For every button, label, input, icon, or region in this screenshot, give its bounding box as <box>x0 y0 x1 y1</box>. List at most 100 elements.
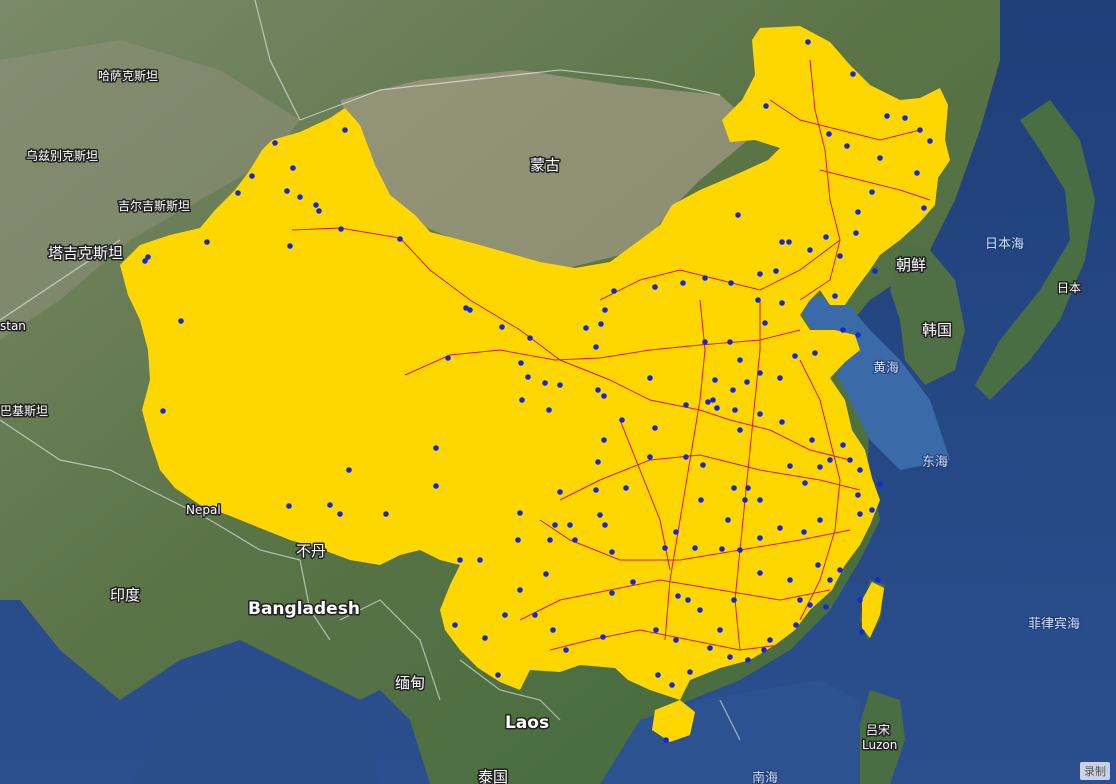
city-point[interactable] <box>705 399 711 405</box>
city-point[interactable] <box>793 622 799 628</box>
city-point[interactable] <box>832 293 838 299</box>
city-point[interactable] <box>532 612 538 618</box>
city-point[interactable] <box>853 230 859 236</box>
city-point[interactable] <box>467 307 473 313</box>
city-point[interactable] <box>850 71 856 77</box>
city-point[interactable] <box>652 284 658 290</box>
city-point[interactable] <box>595 459 601 465</box>
city-point[interactable] <box>809 437 815 443</box>
city-point[interactable] <box>515 537 521 543</box>
city-point[interactable] <box>316 208 322 214</box>
city-point[interactable] <box>602 522 608 528</box>
city-point[interactable] <box>683 402 689 408</box>
city-point[interactable] <box>518 360 524 366</box>
city-point[interactable] <box>877 155 883 161</box>
city-point[interactable] <box>927 138 933 144</box>
city-point[interactable] <box>844 143 850 149</box>
city-point[interactable] <box>757 570 763 576</box>
city-point[interactable] <box>731 485 737 491</box>
city-point[interactable] <box>777 375 783 381</box>
city-point[interactable] <box>817 517 823 523</box>
city-point[interactable] <box>745 485 751 491</box>
city-point[interactable] <box>859 629 865 635</box>
city-point[interactable] <box>807 247 813 253</box>
hainan-region[interactable] <box>652 700 695 742</box>
city-point[interactable] <box>884 113 890 119</box>
city-point[interactable] <box>855 492 861 498</box>
city-point[interactable] <box>517 510 523 516</box>
city-point[interactable] <box>525 374 531 380</box>
city-point[interactable] <box>779 419 785 425</box>
city-point[interactable] <box>855 332 861 338</box>
city-point[interactable] <box>797 597 803 603</box>
city-point[interactable] <box>702 275 708 281</box>
city-point[interactable] <box>777 525 783 531</box>
city-point[interactable] <box>707 645 713 651</box>
city-point[interactable] <box>572 537 578 543</box>
city-point[interactable] <box>757 497 763 503</box>
city-point[interactable] <box>914 170 920 176</box>
city-point[interactable] <box>712 377 718 383</box>
city-point[interactable] <box>762 320 768 326</box>
city-point[interactable] <box>857 467 863 473</box>
city-point[interactable] <box>338 226 344 232</box>
city-point[interactable] <box>823 234 829 240</box>
city-point[interactable] <box>826 131 832 137</box>
city-point[interactable] <box>728 280 734 286</box>
city-point[interactable] <box>552 522 558 528</box>
city-point[interactable] <box>807 602 813 608</box>
city-point[interactable] <box>702 339 708 345</box>
city-point[interactable] <box>719 546 725 552</box>
city-point[interactable] <box>663 737 669 743</box>
city-point[interactable] <box>597 512 603 518</box>
city-point[interactable] <box>609 549 615 555</box>
city-point[interactable] <box>517 587 523 593</box>
city-point[interactable] <box>433 445 439 451</box>
city-point[interactable] <box>917 127 923 133</box>
city-point[interactable] <box>815 562 821 568</box>
city-point[interactable] <box>802 480 808 486</box>
city-point[interactable] <box>543 571 549 577</box>
city-point[interactable] <box>204 239 210 245</box>
city-point[interactable] <box>763 103 769 109</box>
city-point[interactable] <box>327 502 333 508</box>
city-point[interactable] <box>700 462 706 468</box>
city-point[interactable] <box>737 357 743 363</box>
city-point[interactable] <box>869 189 875 195</box>
city-point[interactable] <box>675 593 681 599</box>
city-point[interactable] <box>823 604 829 610</box>
city-point[interactable] <box>787 463 793 469</box>
city-point[interactable] <box>698 497 704 503</box>
city-point[interactable] <box>647 375 653 381</box>
city-point[interactable] <box>697 607 703 613</box>
city-point[interactable] <box>630 579 636 585</box>
city-point[interactable] <box>757 535 763 541</box>
city-point[interactable] <box>761 647 767 653</box>
city-point[interactable] <box>623 485 629 491</box>
city-point[interactable] <box>383 511 389 517</box>
city-point[interactable] <box>290 165 296 171</box>
city-point[interactable] <box>482 635 488 641</box>
city-point[interactable] <box>342 127 348 133</box>
city-point[interactable] <box>827 457 833 463</box>
city-point[interactable] <box>652 425 658 431</box>
city-point[interactable] <box>598 321 604 327</box>
city-point[interactable] <box>313 202 319 208</box>
city-point[interactable] <box>673 529 679 535</box>
city-point[interactable] <box>527 335 533 341</box>
city-point[interactable] <box>692 545 698 551</box>
city-point[interactable] <box>717 627 723 633</box>
city-point[interactable] <box>583 325 589 331</box>
city-point[interactable] <box>757 411 763 417</box>
city-point[interactable] <box>787 577 793 583</box>
city-point[interactable] <box>869 507 875 513</box>
city-point[interactable] <box>683 454 689 460</box>
city-point[interactable] <box>872 268 878 274</box>
city-point[interactable] <box>732 407 738 413</box>
city-point[interactable] <box>805 39 811 45</box>
city-point[interactable] <box>249 173 255 179</box>
city-point[interactable] <box>744 379 750 385</box>
city-point[interactable] <box>742 497 748 503</box>
city-point[interactable] <box>801 529 807 535</box>
city-point[interactable] <box>557 489 563 495</box>
